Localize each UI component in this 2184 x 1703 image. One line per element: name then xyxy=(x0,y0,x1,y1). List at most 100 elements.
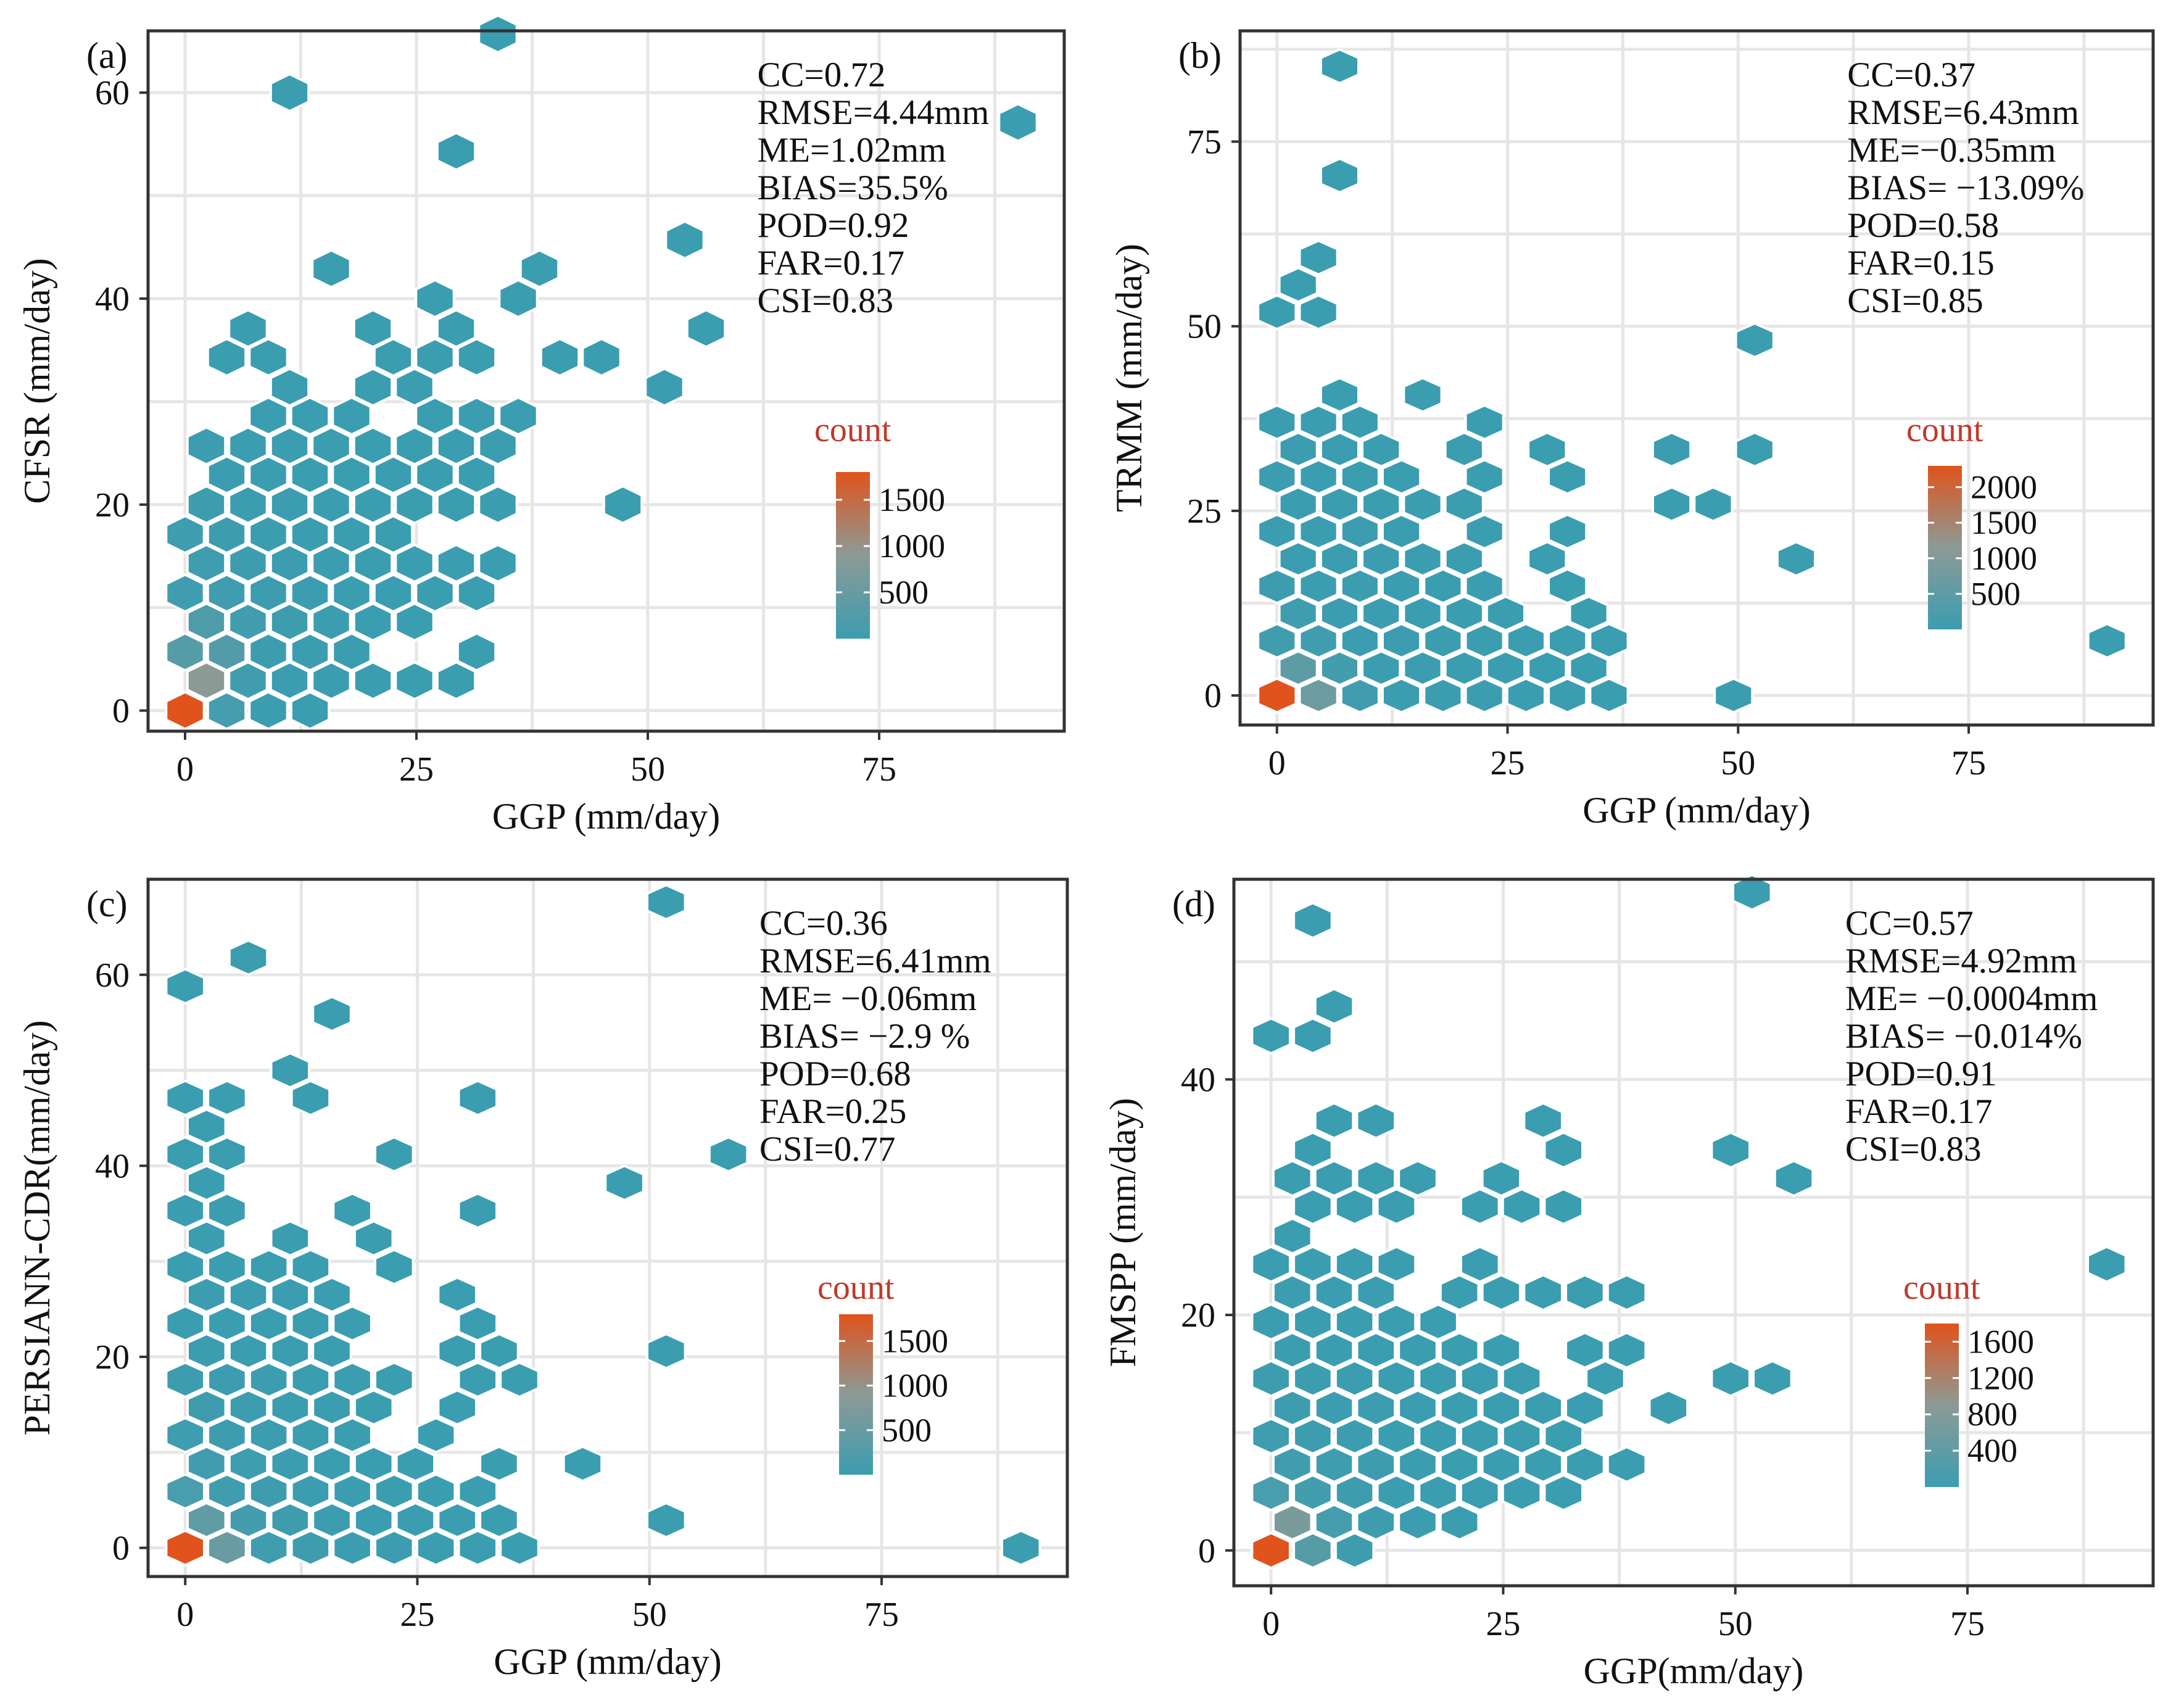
hexbin-cell xyxy=(374,1135,415,1173)
panel-a: 0 25 50 75 0 20 40 60 GGP (mm/day) CFSR (mm/day) (… xyxy=(17,14,1066,837)
hexbin-cell xyxy=(1439,1389,1480,1427)
stat-line: CC=0.57 xyxy=(1845,904,1974,943)
hexbin-cell xyxy=(1376,1359,1417,1398)
stat-line: BIAS= −13.09% xyxy=(1847,168,2084,207)
stat-line: CC=0.36 xyxy=(759,904,888,943)
hexbin-cell xyxy=(1334,1303,1375,1341)
stat-line: CSI=0.77 xyxy=(759,1130,896,1169)
hexbin-cell xyxy=(646,884,687,921)
hexbin-cell xyxy=(1693,486,1734,523)
hexbin-cell xyxy=(206,514,247,555)
hexbin-cell xyxy=(374,1473,415,1510)
hexbin-cell xyxy=(186,660,227,701)
hexbin-cell xyxy=(562,1445,603,1483)
hexbin-cell xyxy=(1423,677,1463,714)
hexbin-cell xyxy=(1381,458,1422,495)
hexbin-cell xyxy=(186,484,227,525)
hexbin-cell xyxy=(1589,677,1629,714)
hexbin-cell xyxy=(415,455,455,495)
hexbin-cell xyxy=(1547,677,1588,714)
y-tick-label: 60 xyxy=(95,956,130,995)
colorbar-tick-label: 1200 xyxy=(1967,1359,2034,1396)
hexbin-cell xyxy=(373,573,414,613)
hexbin-cell xyxy=(1272,1389,1313,1427)
hexbin-cell xyxy=(1418,1473,1458,1512)
hexbin-cell xyxy=(1313,1503,1355,1541)
hexbin-cell xyxy=(1355,1274,1397,1312)
hexbin-cell xyxy=(1293,1131,1333,1169)
hexbin-cell xyxy=(1527,541,1568,578)
hexbin-cell xyxy=(270,1501,311,1539)
hexbin-cell xyxy=(373,514,414,555)
hexbin-cell xyxy=(1589,622,1629,660)
hexbin-cell xyxy=(1251,1531,1291,1570)
hexbin-cell xyxy=(165,1416,205,1454)
hexbin-cell xyxy=(1339,404,1380,441)
hexbin-cell xyxy=(457,1529,498,1567)
hexbin-cell xyxy=(331,573,372,613)
hexbin-cell xyxy=(1251,1017,1291,1055)
hexbin-cell xyxy=(1464,513,1505,550)
x-tick-label: 25 xyxy=(1486,1605,1520,1643)
hexbin-cell xyxy=(165,1361,205,1399)
hexbin-cell xyxy=(290,1361,331,1399)
hexbin-cell xyxy=(457,1304,498,1342)
hexbin-cell xyxy=(207,1304,247,1342)
hexbin-cell xyxy=(1361,650,1402,687)
hexbin-cell xyxy=(1397,1389,1438,1427)
hexbin-cell xyxy=(269,367,310,407)
hexbin-cell xyxy=(1481,1331,1522,1369)
colorbar xyxy=(836,472,870,639)
hexbin-cell xyxy=(269,426,310,466)
hexbin-cell xyxy=(352,602,394,642)
hexbin-cell xyxy=(415,278,455,319)
hexbin-cell xyxy=(165,1304,205,1342)
hexbin-cell xyxy=(1652,486,1692,523)
hexbin-cell xyxy=(228,1389,269,1426)
hexbin-cell xyxy=(352,660,394,701)
plot-border xyxy=(1238,29,2155,727)
hexbin-cell xyxy=(415,396,455,436)
hexbin-cell xyxy=(1293,1473,1333,1512)
hexbin-cell xyxy=(437,1332,478,1370)
hexbin-cell xyxy=(1293,1187,1333,1226)
hexbin-cell xyxy=(394,484,435,525)
hexbin-cell xyxy=(1547,513,1588,550)
hexbin-cell xyxy=(374,1248,415,1286)
hexbin-cell xyxy=(269,602,310,642)
hexbin-cell xyxy=(311,484,352,525)
hexbin-cell xyxy=(374,1529,415,1567)
hexbin-cell xyxy=(186,1445,227,1483)
hexbin-cell xyxy=(228,543,268,584)
hexbin-cell xyxy=(1648,1389,1689,1427)
hexbin-cell xyxy=(478,14,518,54)
colorbar-tick-label: 1500 xyxy=(882,1322,948,1359)
hexbin-cell xyxy=(207,1192,247,1230)
hexbin-cell xyxy=(1355,1389,1397,1427)
plot-border xyxy=(146,877,1069,1578)
y-tick-label: 20 xyxy=(95,486,130,524)
hexbin-cell xyxy=(270,1445,311,1483)
hexbin-cell xyxy=(248,1248,289,1286)
hexbin-cell xyxy=(270,1276,311,1314)
x-tick-label: 75 xyxy=(862,750,896,789)
hexbin-cell xyxy=(1543,1187,1584,1226)
hexbin-cell xyxy=(312,1332,352,1370)
hexbin-layer xyxy=(165,884,1041,1567)
hexbin-cell xyxy=(1444,486,1484,523)
x-tick-label: 50 xyxy=(631,750,665,789)
hexbin-cell xyxy=(1501,1359,1542,1398)
hexbin-cell xyxy=(269,660,310,701)
hexbin-cell xyxy=(186,602,227,642)
hexbin-cell xyxy=(1298,568,1339,605)
hexbin-cell xyxy=(248,514,289,555)
colorbar-tick-label: 1600 xyxy=(1967,1323,2034,1360)
hexbin-cell xyxy=(207,1361,247,1399)
hexbin-cell xyxy=(456,337,497,378)
hexbin-cell xyxy=(1606,1331,1647,1369)
x-tick-label: 0 xyxy=(176,750,194,789)
hexbin-cell xyxy=(1652,431,1692,468)
colorbar-tick-label: 800 xyxy=(1967,1396,2017,1433)
hexbin-cell xyxy=(1319,376,1360,413)
hexbin-cell xyxy=(332,1361,373,1399)
